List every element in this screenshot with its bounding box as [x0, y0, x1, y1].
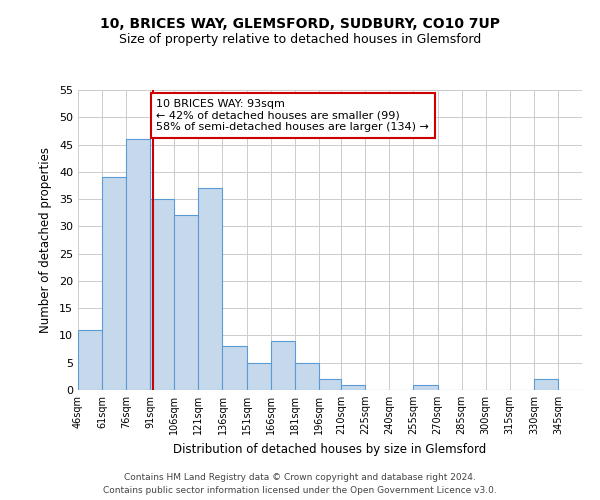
Text: 10, BRICES WAY, GLEMSFORD, SUDBURY, CO10 7UP: 10, BRICES WAY, GLEMSFORD, SUDBURY, CO10…: [100, 18, 500, 32]
Bar: [126, 139, 150, 390]
Text: Contains HM Land Registry data © Crown copyright and database right 2024.: Contains HM Land Registry data © Crown c…: [124, 472, 476, 482]
Bar: [341, 384, 365, 390]
Bar: [247, 362, 271, 390]
Text: Size of property relative to detached houses in Glemsford: Size of property relative to detached ho…: [119, 32, 481, 46]
Y-axis label: Number of detached properties: Number of detached properties: [39, 147, 52, 333]
Bar: [175, 216, 199, 390]
Bar: [319, 379, 341, 390]
Text: 10 BRICES WAY: 93sqm
← 42% of detached houses are smaller (99)
58% of semi-detac: 10 BRICES WAY: 93sqm ← 42% of detached h…: [156, 99, 429, 132]
Bar: [78, 330, 102, 390]
Bar: [150, 199, 175, 390]
Text: Contains public sector information licensed under the Open Government Licence v3: Contains public sector information licen…: [103, 486, 497, 495]
Bar: [534, 379, 558, 390]
X-axis label: Distribution of detached houses by size in Glemsford: Distribution of detached houses by size …: [173, 442, 487, 456]
Bar: [223, 346, 247, 390]
Bar: [102, 178, 126, 390]
Bar: [295, 362, 319, 390]
Bar: [271, 341, 295, 390]
Bar: [199, 188, 223, 390]
Bar: [413, 384, 437, 390]
